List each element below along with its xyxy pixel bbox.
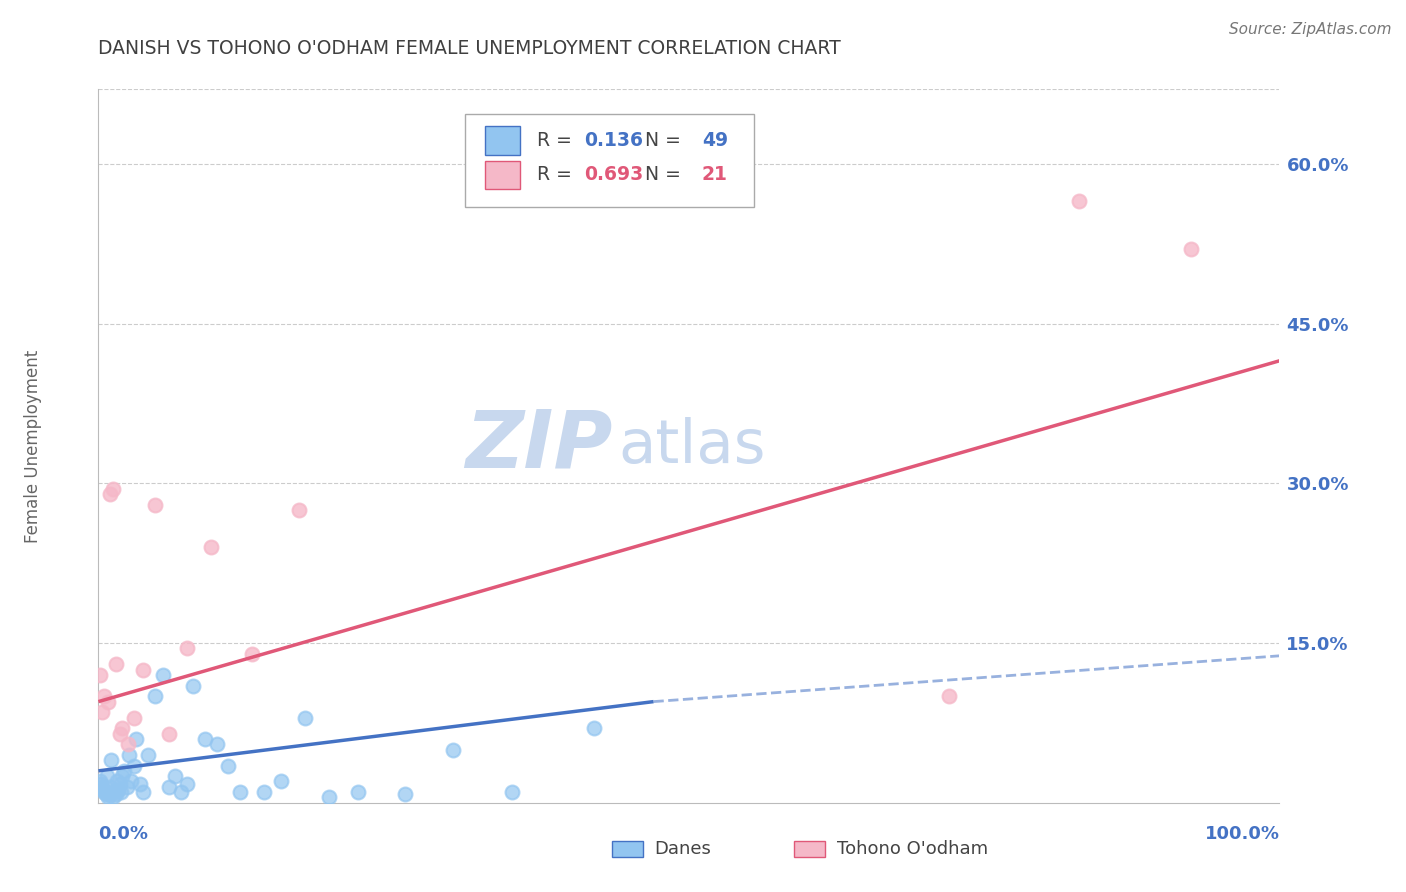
Point [91, 706, 114, 720]
Point [104, 783, 127, 797]
Point [101, 790, 124, 805]
Point [91, 780, 114, 794]
Point [98, 487, 121, 501]
Point [132, 663, 155, 677]
Point [115, 780, 138, 794]
Point [165, 769, 187, 783]
FancyBboxPatch shape [485, 161, 520, 189]
Point [89, 668, 111, 682]
Point [938, 690, 960, 704]
Text: atlas: atlas [619, 417, 766, 475]
Text: 0.693: 0.693 [583, 165, 643, 185]
Point [94, 787, 117, 801]
Point [143, 498, 166, 512]
Point [170, 785, 193, 799]
Point [136, 747, 159, 762]
FancyBboxPatch shape [464, 114, 754, 207]
Point [105, 657, 128, 672]
Point [98, 787, 121, 801]
FancyBboxPatch shape [485, 127, 520, 155]
Point [217, 758, 239, 772]
Text: R =: R = [537, 165, 571, 185]
Text: DANISH VS TOHONO O'ODHAM FEMALE UNEMPLOYMENT CORRELATION CHART: DANISH VS TOHONO O'ODHAM FEMALE UNEMPLOY… [98, 39, 841, 58]
Point [89, 774, 111, 789]
Text: Female Unemployment: Female Unemployment [24, 350, 42, 542]
Point [91, 783, 114, 797]
Point [111, 721, 134, 735]
Point [1067, 194, 1090, 208]
Point [270, 774, 292, 789]
Point [122, 758, 145, 772]
Text: N =: N = [645, 131, 681, 150]
Point [152, 668, 174, 682]
Point [98, 780, 121, 794]
Point [100, 753, 122, 767]
Point [108, 726, 131, 740]
Point [96, 769, 118, 783]
Point [205, 737, 228, 751]
Point [194, 731, 217, 746]
Point [122, 710, 145, 724]
Point [101, 482, 124, 496]
Point [90, 777, 112, 791]
Point [501, 785, 523, 799]
Point [1180, 242, 1202, 256]
Point [118, 747, 141, 762]
Point [105, 774, 128, 789]
Point [93, 690, 115, 704]
Point [110, 785, 132, 799]
Point [105, 787, 128, 801]
Point [583, 721, 606, 735]
Text: 100.0%: 100.0% [1205, 825, 1279, 843]
Point [253, 785, 276, 799]
Point [97, 695, 120, 709]
Point [121, 774, 143, 789]
Text: 0.136: 0.136 [583, 131, 643, 150]
Point [294, 710, 316, 724]
Text: Tohono O'odham: Tohono O'odham [837, 840, 987, 858]
Point [112, 764, 135, 778]
Text: 0.0%: 0.0% [98, 825, 149, 843]
Text: N =: N = [645, 165, 681, 185]
Point [125, 731, 148, 746]
Point [132, 785, 155, 799]
Point [288, 503, 311, 517]
Point [111, 769, 134, 783]
Text: 49: 49 [702, 131, 728, 150]
Point [128, 777, 150, 791]
Point [176, 641, 198, 656]
Point [394, 787, 416, 801]
Point [103, 785, 125, 799]
Point [97, 790, 120, 805]
Point [181, 679, 204, 693]
Point [318, 790, 340, 805]
Point [240, 647, 263, 661]
Point [347, 785, 370, 799]
Point [157, 780, 180, 794]
Text: ZIP: ZIP [465, 407, 612, 485]
Point [143, 690, 166, 704]
Text: Danes: Danes [654, 840, 710, 858]
Text: 21: 21 [702, 165, 728, 185]
Point [229, 785, 252, 799]
Point [441, 742, 464, 756]
Point [200, 540, 222, 554]
Point [117, 737, 139, 751]
Point [107, 783, 129, 797]
Point [108, 777, 131, 791]
Text: R =: R = [537, 131, 571, 150]
Point [176, 777, 198, 791]
Point [157, 726, 180, 740]
Point [93, 785, 115, 799]
Text: Source: ZipAtlas.com: Source: ZipAtlas.com [1229, 22, 1392, 37]
